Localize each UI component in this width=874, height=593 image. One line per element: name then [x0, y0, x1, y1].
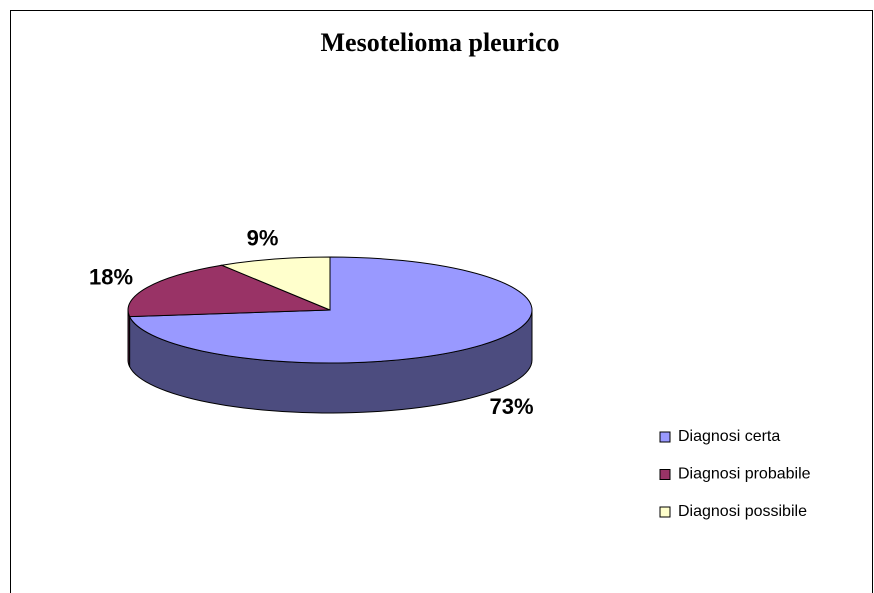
chart-title: Mesotelioma pleurico	[321, 28, 560, 57]
data-label: 9%	[247, 226, 279, 251]
legend-swatch	[659, 431, 671, 443]
pie-slice	[127, 264, 331, 318]
pie-slice	[128, 256, 533, 364]
legend-label: Diagnosi certa	[678, 428, 780, 445]
legend-swatch	[659, 469, 671, 480]
legend-label: Diagnosi possibile	[678, 503, 807, 520]
data-label: 73%	[490, 394, 534, 419]
data-label: 18%	[89, 265, 133, 290]
legend-swatch	[659, 506, 671, 518]
pie-slice	[219, 256, 331, 311]
legend-label: Diagnosi probabile	[678, 466, 811, 483]
pie-side	[127, 310, 131, 367]
